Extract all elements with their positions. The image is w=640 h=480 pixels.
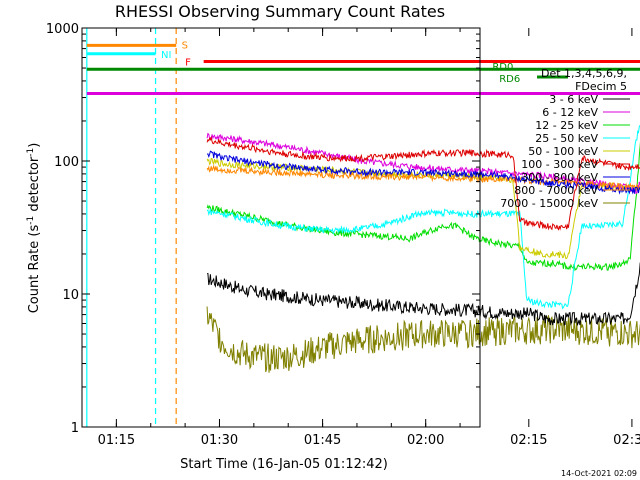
y-tick-label-2: 100: [54, 155, 79, 170]
legend-label-8: 7000 - 15000 keV: [500, 197, 598, 210]
series-line-300-800-kev: [206, 150, 640, 195]
x-axis-label: Start Time (16-Jan-05 01:12:42): [180, 457, 388, 472]
legend-label-7: 800 - 7000 keV: [514, 184, 598, 197]
series-line-25-50-kev: [206, 124, 640, 310]
legend-label-0: 3 - 6 keV: [549, 93, 598, 106]
series-line-7000-15000-kev: [206, 306, 640, 373]
legend-label-1: 6 - 12 keV: [542, 106, 598, 119]
series-line-6-12-kev: [206, 132, 640, 195]
series-line-800-7000-kev: [206, 164, 640, 191]
generation-timestamp: 14-Oct-2021 02:09: [561, 469, 637, 478]
flag-label-rd6: RD6: [499, 74, 520, 85]
y-tick-label-1: 10: [62, 288, 79, 303]
axes: 1 10 100 1000 01:15 01:30 01:45 02:00 02:15 02:30…: [46, 22, 640, 448]
legend-label-2: 12 - 25 keV: [535, 119, 598, 132]
y-axis-label: Count Rate (s-1 detector-1): [26, 143, 42, 314]
legend-label-6: 300 - 800 keV: [521, 171, 598, 184]
flag-label-ni: NI: [161, 50, 171, 61]
legend-label-5: 100 - 300 keV: [521, 158, 598, 171]
y-tick-label-3: 1000: [46, 22, 79, 37]
chart-title: RHESSI Observing Summary Count Rates: [115, 2, 445, 21]
x-tick-label-0: 01:15: [98, 433, 135, 448]
x-tick-label-3: 02:00: [407, 433, 444, 448]
flag-label-rd0: RD0: [492, 62, 513, 73]
legend-header-fdecim: FDecim 5: [575, 80, 627, 93]
series-line-3-6-kev: [206, 262, 640, 327]
legend-header-detectors: Det 1,3,4,5,6,9,: [541, 67, 627, 80]
flag-bars: SNIFRD0RD6A0A1: [86, 40, 640, 95]
y-tick-label-0: 1: [71, 421, 79, 436]
series-lines: [206, 124, 640, 373]
flag-label-s: S: [182, 40, 188, 51]
x-tick-label-4: 02:15: [510, 433, 547, 448]
legend-label-4: 50 - 100 keV: [528, 145, 598, 158]
x-tick-label-2: 01:45: [304, 433, 341, 448]
legend-label-3: 25 - 50 keV: [535, 132, 598, 145]
flag-label-f: F: [185, 57, 191, 68]
series-line-100-300-kev: [206, 135, 640, 231]
plot-frame: [81, 27, 481, 428]
x-tick-label-1: 01:30: [201, 433, 238, 448]
x-tick-label-5: 02:30: [613, 433, 640, 448]
